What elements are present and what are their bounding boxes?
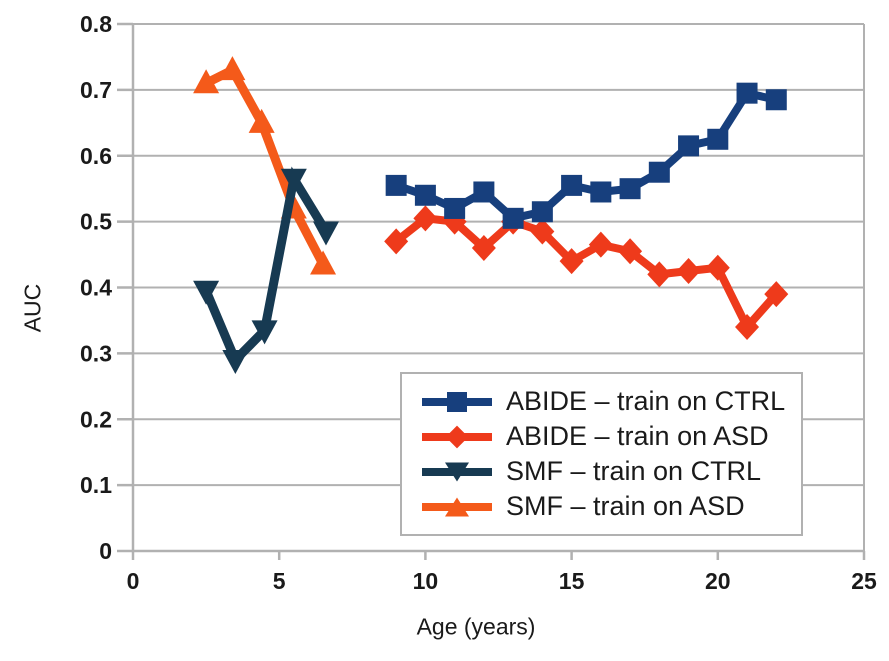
data-point-marker: [384, 228, 409, 255]
data-point-marker: [413, 205, 438, 232]
data-point-marker: [414, 184, 436, 206]
legend-sample: [422, 387, 492, 417]
y-tick-label: 0.6: [80, 143, 112, 169]
data-point-marker: [193, 69, 220, 94]
data-point-marker: [678, 135, 700, 157]
data-point-marker: [471, 234, 496, 261]
data-point-marker: [473, 181, 495, 203]
data-point-marker: [222, 349, 249, 374]
data-point-marker: [707, 128, 729, 150]
data-point-marker: [193, 280, 220, 305]
y-axis-title: AUC: [19, 283, 46, 333]
legend-item-smf-asd: SMF – train on ASD: [422, 491, 795, 522]
data-point-marker: [251, 320, 278, 345]
y-tick-label: 0.7: [80, 77, 112, 103]
data-point-marker: [502, 207, 524, 229]
x-tick-label: 10: [413, 568, 439, 594]
legend-sample: [422, 422, 492, 452]
x-tick-label: 15: [559, 568, 585, 594]
data-point-marker: [705, 254, 730, 281]
data-point-marker: [385, 174, 407, 196]
legend-label: SMF – train on ASD: [506, 491, 745, 521]
data-point-marker: [676, 258, 701, 285]
data-point-marker: [648, 161, 670, 183]
data-point-marker: [312, 221, 339, 246]
series-line: [204, 64, 328, 267]
legend-item-abide-asd: ABIDE – train on ASD: [422, 421, 795, 452]
data-point-marker: [280, 168, 307, 193]
data-point-marker: [531, 201, 553, 223]
data-point-marker: [647, 261, 672, 288]
triangle-up-marker-icon: [445, 497, 469, 516]
data-point-marker: [219, 56, 246, 81]
x-tick-label: 20: [705, 568, 731, 594]
y-tick-label: 0: [99, 538, 112, 564]
y-tick-label: 0.3: [80, 340, 112, 366]
legend-sample: [422, 457, 492, 487]
legend-label: ABIDE – train on ASD: [506, 421, 769, 451]
legend-item-smf-ctrl: SMF – train on CTRL: [422, 456, 795, 487]
x-tick-label: 0: [127, 568, 140, 594]
legend: ABIDE – train on CTRL ABIDE – train on A…: [400, 372, 803, 536]
data-point-marker: [764, 281, 789, 308]
data-point-marker: [765, 89, 787, 111]
data-point-marker: [619, 178, 641, 200]
y-tick-label: 0.5: [80, 209, 112, 235]
square-marker-icon: [447, 391, 467, 412]
x-axis-title: Age (years): [416, 613, 536, 640]
data-point-marker: [736, 82, 758, 104]
data-point-marker: [559, 248, 584, 275]
data-point-marker: [248, 108, 275, 133]
x-tick-label: 25: [851, 568, 877, 594]
data-point-marker: [444, 197, 466, 219]
y-tick-label: 0.4: [80, 275, 112, 301]
data-point-marker: [588, 231, 613, 258]
legend-label: ABIDE – train on CTRL: [506, 386, 786, 416]
data-point-marker: [310, 250, 337, 275]
y-tick-label: 0.8: [80, 11, 112, 37]
data-point-marker: [618, 238, 643, 265]
legend-label: SMF – train on CTRL: [506, 456, 762, 486]
data-point-marker: [530, 218, 555, 245]
y-tick-label: 0.1: [80, 472, 112, 498]
data-point-marker: [590, 181, 612, 203]
y-tick-label: 0.2: [80, 406, 112, 432]
data-point-marker: [561, 174, 583, 196]
data-point-marker: [735, 314, 760, 341]
legend-item-abide-ctrl: ABIDE – train on CTRL: [422, 386, 795, 417]
x-tick-label: 5: [273, 568, 286, 594]
diamond-marker-icon: [445, 425, 469, 448]
triangle-down-marker-icon: [445, 462, 469, 481]
legend-sample: [422, 492, 492, 522]
